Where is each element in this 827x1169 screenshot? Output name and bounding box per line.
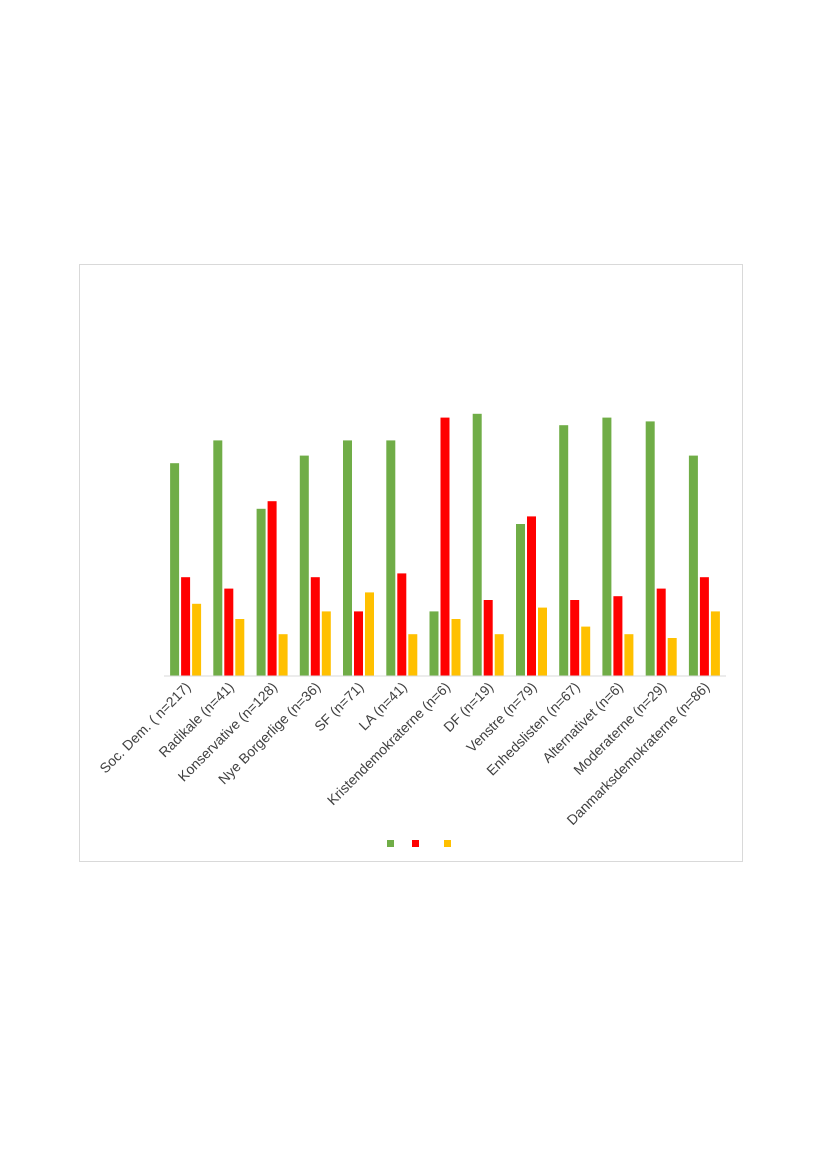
legend-marker-series-3 <box>444 840 451 847</box>
bar-series-2-cat-6 <box>397 573 407 676</box>
bar-series-3-cat-6 <box>408 634 418 676</box>
bar-series-2-cat-5 <box>354 611 363 676</box>
bar-series-1-cat-4 <box>299 455 309 676</box>
bar-chart: Soc. Dem. ( n=217)Radikale (n=41)Konserv… <box>96 413 726 847</box>
bar-series-2-cat-12 <box>656 588 666 676</box>
bar-series-2-cat-2 <box>224 588 234 676</box>
legend-marker-series-1 <box>387 840 394 847</box>
bar-series-2-cat-8 <box>483 600 493 676</box>
bar-series-3-cat-13 <box>710 611 720 676</box>
bar-series-2-cat-4 <box>310 577 320 676</box>
bar-series-1-cat-11 <box>602 417 612 676</box>
bar-series-2-cat-9 <box>527 516 536 676</box>
bar-series-2-cat-13 <box>699 577 709 676</box>
bar-series-2-cat-10 <box>570 600 580 676</box>
bar-series-3-cat-5 <box>365 592 374 676</box>
x-tick-label: Alternativet (n=6) <box>539 679 626 766</box>
bar-series-1-cat-12 <box>645 421 655 676</box>
bar-series-1-cat-3 <box>256 508 266 676</box>
bar-series-3-cat-4 <box>321 611 331 676</box>
bar-series-1-cat-10 <box>559 425 569 676</box>
bar-series-1-cat-6 <box>386 440 396 676</box>
bar-series-3-cat-10 <box>581 626 591 676</box>
bar-series-3-cat-2 <box>235 619 245 676</box>
bar-series-3-cat-11 <box>624 634 634 676</box>
bar-series-3-cat-9 <box>538 607 547 676</box>
bar-series-1-cat-2 <box>213 440 223 676</box>
bar-series-3-cat-3 <box>278 634 288 676</box>
x-tick-label: Radikale (n=41) <box>155 679 236 760</box>
bar-series-3-cat-1 <box>192 603 202 676</box>
bar-series-3-cat-8 <box>494 634 504 676</box>
bars-layer <box>170 413 720 676</box>
bar-series-1-cat-9 <box>516 524 525 676</box>
chart-area: Soc. Dem. ( n=217) Radikale (n=41) Konserv… <box>79 264 743 862</box>
bar-series-1-cat-13 <box>688 455 698 676</box>
bar-series-2-cat-1 <box>181 577 191 676</box>
bar-series-1-cat-8 <box>472 413 482 676</box>
bar-series-3-cat-12 <box>667 638 677 676</box>
bar-series-1-cat-1 <box>170 463 180 676</box>
bar-series-2-cat-11 <box>613 596 623 676</box>
bar-series-1-cat-5 <box>343 440 352 676</box>
bar-series-3-cat-7 <box>451 619 461 676</box>
bar-series-2-cat-7 <box>440 417 450 676</box>
legend <box>387 840 451 847</box>
bar-series-1-cat-7 <box>429 611 439 676</box>
x-tick-labels: Soc. Dem. ( n=217)Radikale (n=41)Konserv… <box>96 679 712 828</box>
bar-series-2-cat-3 <box>267 501 277 676</box>
legend-marker-series-2 <box>412 840 419 847</box>
